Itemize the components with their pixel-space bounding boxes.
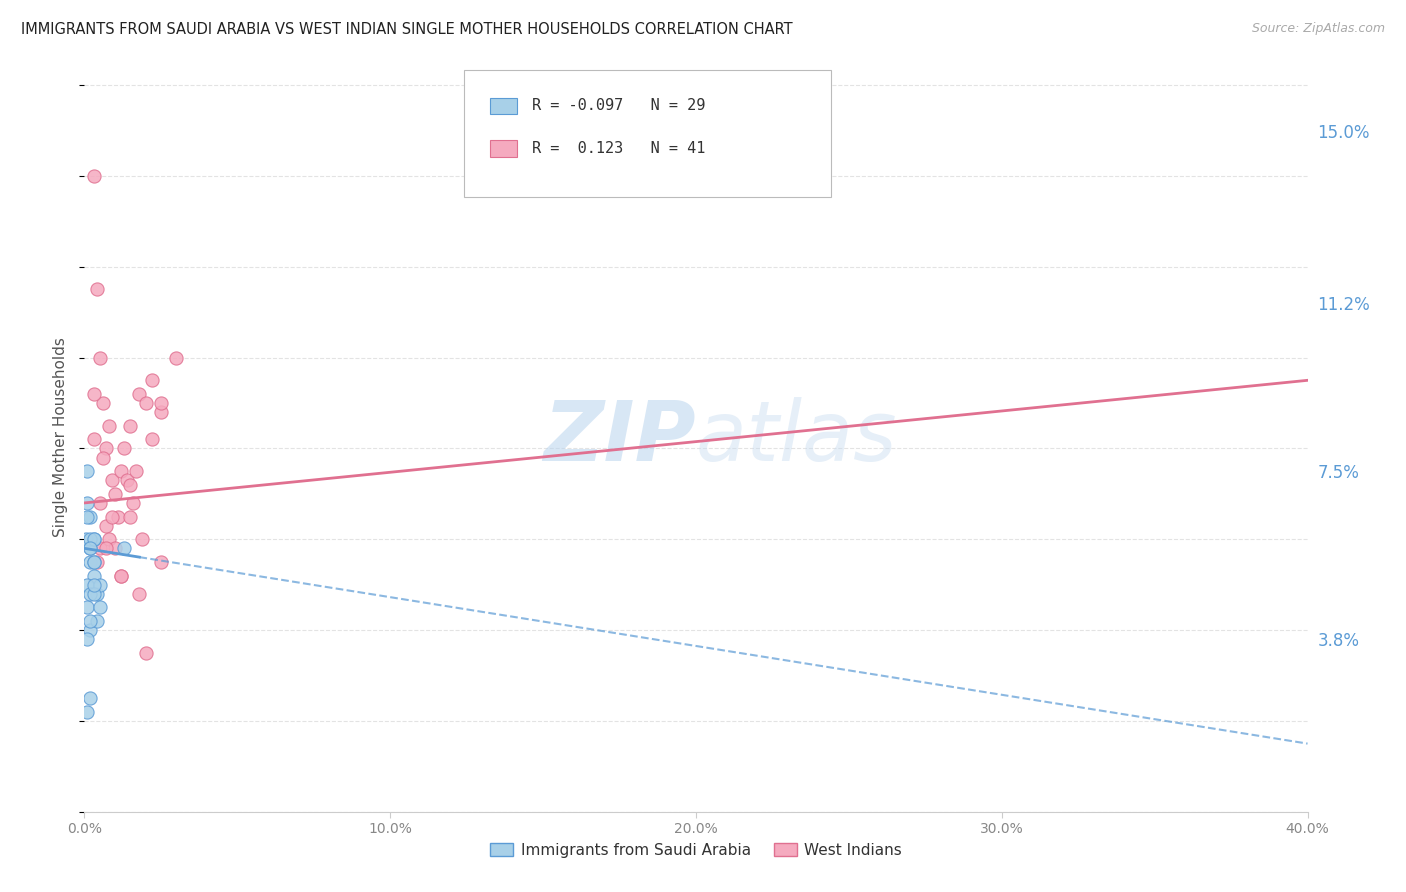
Point (110, 464, 132, 478)
Point (89, 600, 111, 615)
FancyBboxPatch shape (464, 70, 831, 197)
Legend: Immigrants from Saudi Arabia, West Indians: Immigrants from Saudi Arabia, West India… (484, 837, 908, 864)
Point (76, 577, 98, 591)
Point (75, 533, 97, 547)
Point (86, 587, 108, 601)
Point (79, 555, 101, 569)
Y-axis label: Single Mother Households: Single Mother Households (53, 337, 69, 537)
Point (83, 533, 105, 547)
Point (83, 568, 105, 582)
Point (149, 396, 172, 410)
Point (89, 351, 111, 365)
Point (128, 587, 150, 601)
Point (79, 623, 101, 637)
Point (76, 632, 98, 647)
Point (83, 169, 105, 183)
Point (83, 433, 105, 447)
Point (165, 351, 187, 365)
Point (94, 541, 117, 556)
Point (89, 541, 111, 556)
Point (79, 587, 101, 601)
Point (76, 705, 98, 719)
Point (94, 442, 117, 456)
Point (79, 541, 101, 556)
Text: Source: ZipAtlas.com: Source: ZipAtlas.com (1251, 22, 1385, 36)
Point (79, 691, 101, 706)
Text: atlas: atlas (696, 397, 897, 477)
Point (83, 587, 105, 601)
Point (76, 509, 98, 524)
Point (149, 555, 172, 569)
Point (112, 541, 135, 556)
Point (91, 450, 114, 465)
Bar (491, 97, 517, 114)
Point (101, 473, 124, 487)
Point (76, 464, 98, 478)
Point (131, 533, 153, 547)
Point (86, 614, 108, 628)
Point (79, 541, 101, 556)
Point (141, 373, 163, 387)
Text: R = -0.097   N = 29: R = -0.097 N = 29 (531, 98, 706, 113)
Text: ZIP: ZIP (543, 397, 696, 477)
Point (107, 509, 129, 524)
Point (89, 577, 111, 591)
Point (83, 577, 105, 591)
Point (101, 509, 124, 524)
Point (120, 509, 142, 524)
Text: R =  0.123   N = 41: R = 0.123 N = 41 (531, 141, 706, 156)
Point (83, 555, 105, 569)
Point (79, 533, 101, 547)
Point (110, 568, 132, 582)
Point (83, 387, 105, 401)
Point (86, 555, 108, 569)
Bar (491, 140, 517, 157)
Point (120, 477, 142, 491)
Point (115, 473, 138, 487)
Point (89, 496, 111, 510)
Point (135, 646, 157, 660)
Point (149, 405, 172, 419)
Point (110, 568, 132, 582)
Point (76, 600, 98, 615)
Point (135, 396, 157, 410)
Point (83, 555, 105, 569)
Point (79, 509, 101, 524)
Point (94, 518, 117, 533)
Point (112, 442, 135, 456)
Point (104, 487, 127, 501)
Point (83, 533, 105, 547)
Point (97, 533, 120, 547)
Point (128, 387, 150, 401)
Point (86, 283, 108, 297)
Point (91, 396, 114, 410)
Point (125, 464, 148, 478)
Point (120, 418, 142, 433)
Point (122, 496, 145, 510)
Text: IMMIGRANTS FROM SAUDI ARABIA VS WEST INDIAN SINGLE MOTHER HOUSEHOLDS CORRELATION: IMMIGRANTS FROM SAUDI ARABIA VS WEST IND… (21, 22, 793, 37)
Point (79, 614, 101, 628)
Point (104, 541, 127, 556)
Point (76, 496, 98, 510)
Point (97, 418, 120, 433)
Point (141, 433, 163, 447)
